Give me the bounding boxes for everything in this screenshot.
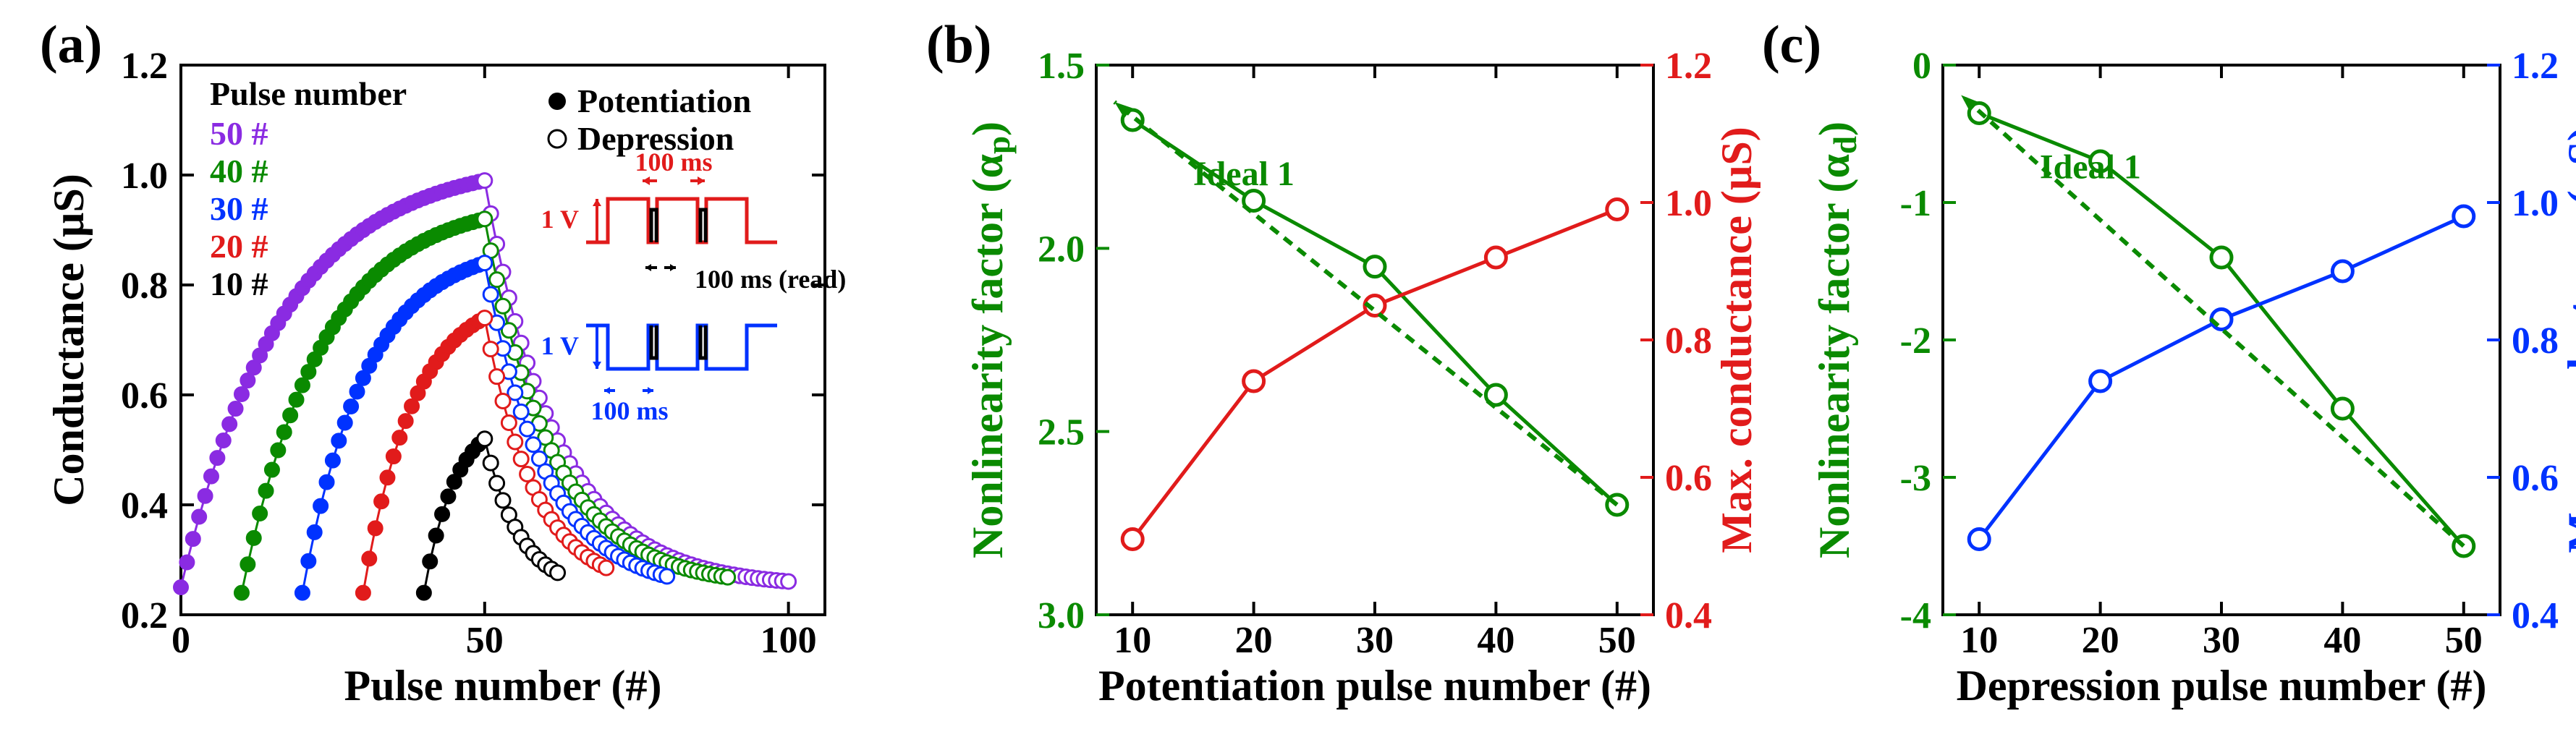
svg-text:2.0: 2.0 <box>1038 229 1085 270</box>
panel-a: 0501000.20.40.60.81.01.2Pulse number (#)… <box>181 65 825 615</box>
svg-text:2.5: 2.5 <box>1038 412 1085 453</box>
svg-text:-2: -2 <box>1900 320 1931 362</box>
svg-text:40: 40 <box>1477 620 1514 661</box>
panel-b: 10203040501.52.02.53.00.40.60.81.01.2Pot… <box>1096 65 1653 615</box>
svg-text:100: 100 <box>760 620 817 661</box>
svg-text:Max. conductance (µS): Max. conductance (µS) <box>1713 127 1761 553</box>
svg-text:50: 50 <box>466 620 504 661</box>
svg-text:0: 0 <box>1912 46 1931 87</box>
svg-text:10: 10 <box>1114 620 1151 661</box>
panel-a-label: (a) <box>40 14 102 76</box>
svg-text:30 #: 30 # <box>210 190 268 227</box>
svg-text:40 #: 40 # <box>210 153 268 189</box>
svg-text:0.4: 0.4 <box>1665 595 1712 636</box>
panel-c: 1020304050-4-3-2-100.40.60.81.01.2Depres… <box>1943 65 2500 615</box>
svg-text:50: 50 <box>1598 620 1636 661</box>
svg-text:Pulse number (#): Pulse number (#) <box>344 662 662 710</box>
svg-text:Max. conductance (µS): Max. conductance (µS) <box>2559 127 2576 553</box>
svg-text:0: 0 <box>171 620 190 661</box>
svg-text:0.4: 0.4 <box>121 485 168 527</box>
svg-text:Potentiation: Potentiation <box>577 82 751 119</box>
svg-text:0.6: 0.6 <box>1665 458 1712 499</box>
svg-text:0.6: 0.6 <box>121 375 168 417</box>
svg-text:1.2: 1.2 <box>1665 46 1712 87</box>
svg-text:0.8: 0.8 <box>1665 320 1712 362</box>
svg-text:-3: -3 <box>1900 458 1931 499</box>
svg-text:100 ms: 100 ms <box>635 148 713 176</box>
figure-root: (a) (b) (c) 0501000.20.40.60.81.01.2Puls… <box>0 0 2576 737</box>
svg-text:0.2: 0.2 <box>121 595 168 636</box>
svg-text:1 V: 1 V <box>541 331 579 360</box>
svg-text:20: 20 <box>2082 620 2119 661</box>
svg-text:Potentiation pulse number (#): Potentiation pulse number (#) <box>1098 662 1651 710</box>
svg-text:100 ms (read): 100 ms (read) <box>695 265 846 294</box>
svg-text:100 ms: 100 ms <box>591 396 669 425</box>
svg-text:10 #: 10 # <box>210 265 268 302</box>
svg-text:Depression pulse number (#): Depression pulse number (#) <box>1957 662 2487 710</box>
svg-text:Conductance (µS): Conductance (µS) <box>45 174 93 506</box>
svg-text:50 #: 50 # <box>210 115 268 152</box>
svg-text:20: 20 <box>1235 620 1273 661</box>
svg-text:10: 10 <box>1960 620 1998 661</box>
svg-text:50: 50 <box>2445 620 2483 661</box>
svg-text:Nonlinearity factor (αd): Nonlinearity factor (αd) <box>1810 122 1863 558</box>
panel-b-label: (b) <box>926 14 991 76</box>
svg-text:0.8: 0.8 <box>2512 320 2559 362</box>
svg-text:3.0: 3.0 <box>1038 595 1085 636</box>
svg-text:20 #: 20 # <box>210 228 268 265</box>
svg-text:-4: -4 <box>1900 595 1931 636</box>
svg-text:1.2: 1.2 <box>121 46 168 87</box>
svg-text:0.6: 0.6 <box>2512 458 2559 499</box>
svg-text:40: 40 <box>2323 620 2361 661</box>
svg-text:30: 30 <box>2203 620 2240 661</box>
svg-text:1.0: 1.0 <box>2512 183 2559 224</box>
svg-text:0.4: 0.4 <box>2512 595 2559 636</box>
svg-text:-1: -1 <box>1900 183 1931 224</box>
svg-text:1 V: 1 V <box>541 205 579 234</box>
chart-b: 10203040501.52.02.53.00.40.60.81.01.2Pot… <box>1096 65 1653 615</box>
svg-text:Nonlinearity factor (αp): Nonlinearity factor (αp) <box>964 122 1017 558</box>
svg-text:Ideal 1: Ideal 1 <box>1193 155 1295 193</box>
svg-text:1.0: 1.0 <box>1665 183 1712 224</box>
chart-c: 1020304050-4-3-2-100.40.60.81.01.2Depres… <box>1943 65 2500 615</box>
chart-a: 0501000.20.40.60.81.01.2Pulse number (#)… <box>181 65 825 615</box>
svg-text:Ideal 1: Ideal 1 <box>2040 148 2141 187</box>
svg-text:1.2: 1.2 <box>2512 46 2559 87</box>
svg-text:1.5: 1.5 <box>1038 46 1085 87</box>
svg-text:30: 30 <box>1356 620 1394 661</box>
svg-text:0.8: 0.8 <box>121 265 168 307</box>
panel-c-label: (c) <box>1762 14 1821 76</box>
svg-text:Pulse number: Pulse number <box>210 75 407 112</box>
svg-text:1.0: 1.0 <box>121 156 168 197</box>
